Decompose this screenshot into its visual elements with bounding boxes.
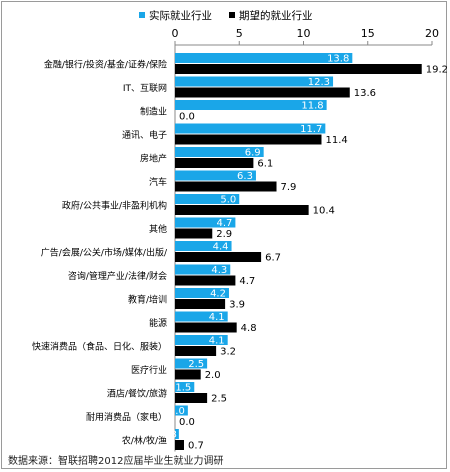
- bar-actual: [175, 382, 195, 392]
- bar-expected: [175, 158, 254, 168]
- bar-expected-value-label: 2.9: [216, 229, 232, 240]
- bar-expected: [175, 205, 309, 215]
- x-tick-label: 10: [297, 27, 311, 40]
- bar-expected-value-label: 10.4: [313, 206, 335, 217]
- legend-label-actual: 实际就业行业: [149, 9, 212, 22]
- bar-expected-value-label: 13.6: [354, 88, 376, 99]
- bar-actual-value-label: 4.1: [209, 336, 225, 347]
- bar-actual: [175, 311, 228, 322]
- bar-actual-value-label: 4.1: [209, 312, 225, 323]
- bar-expected: [175, 299, 226, 309]
- bar-actual-value-label: 11.7: [300, 124, 322, 135]
- bar-expected: [175, 181, 277, 192]
- bar-expected-value-label: 2.0: [205, 370, 221, 381]
- category-label: 金融/银行/投资/基金/证券/保险: [44, 58, 167, 70]
- x-tick-label: 20: [425, 27, 439, 40]
- category-label: 农/林/牧/渔: [122, 434, 167, 446]
- bar-expected: [175, 252, 262, 262]
- bar-actual: [175, 217, 236, 228]
- bar-actual-value-label: 4.3: [211, 265, 227, 276]
- bar-expected-value-label: 6.1: [257, 159, 273, 170]
- bar-expected-value-label: 6.7: [265, 253, 281, 264]
- bar-expected-value-label: 11.4: [325, 135, 347, 146]
- category-label: 房地产: [140, 152, 167, 164]
- x-tick-label: 0: [172, 27, 179, 40]
- category-label: 医疗行业: [131, 364, 167, 376]
- category-label: IT、互联网: [123, 83, 167, 94]
- bar-actual-value-label: 6.9: [245, 148, 261, 159]
- category-label: 汽车: [149, 176, 167, 188]
- bar-actual: [175, 358, 208, 369]
- bar-expected: [175, 275, 236, 286]
- bar-actual: [175, 241, 232, 251]
- bar-actual-value-label: 2.5: [188, 359, 204, 370]
- bar-expected: [175, 393, 208, 403]
- bar-expected-value-label: 0.7: [188, 441, 204, 452]
- bar-expected-value-label: 2.5: [211, 394, 227, 405]
- category-label: 耐用消费品（家电）: [86, 411, 167, 423]
- bar-actual-value-label: 0.3: [161, 430, 177, 441]
- category-label: 制造业: [140, 105, 167, 117]
- category-label: 通讯、电子: [122, 129, 167, 141]
- bar-actual: [175, 53, 353, 63]
- bar-expected-value-label: 0.0: [179, 417, 195, 428]
- bar-expected: [175, 228, 213, 239]
- bar-expected-value-label: 0.0: [179, 112, 195, 123]
- bar-actual: [175, 170, 256, 181]
- bar-actual-value-label: 5.0: [220, 195, 236, 206]
- bar-actual: [175, 429, 179, 439]
- category-label: 政府/公共事业/非盈利机构: [62, 199, 167, 211]
- bar-actual: [175, 147, 264, 157]
- bar-actual: [175, 288, 229, 298]
- bar-expected: [175, 346, 217, 356]
- category-label: 能源: [149, 317, 167, 329]
- bar-actual-value-label: 12.3: [308, 77, 330, 88]
- bar-actual-value-label: 11.8: [301, 101, 323, 112]
- data-source-note: 数据来源：智联招聘2012应届毕业生就业力调研: [8, 456, 224, 467]
- bar-actual: [175, 123, 326, 134]
- bar-actual-value-label: 6.3: [237, 171, 253, 182]
- category-label: 广告/会展/公关/市场/媒体/出版/: [41, 246, 168, 258]
- category-label: 快速消费品（食品、日化、服装）: [32, 340, 167, 352]
- category-label: 酒店/餐饮/旅游: [107, 387, 167, 399]
- bar-expected: [175, 440, 184, 450]
- bar-expected-value-label: 7.9: [281, 182, 297, 193]
- category-label: 咨询/管理产业/法律/财会: [68, 270, 167, 282]
- legend-label-expected: 期望的就业行业: [239, 9, 313, 22]
- bar-expected-value-label: 19.2: [426, 65, 448, 76]
- bar-expected: [175, 369, 201, 380]
- x-tick-label: 15: [361, 27, 375, 40]
- bar-actual: [175, 100, 327, 110]
- bar-expected-value-label: 4.8: [241, 323, 257, 334]
- bar-actual-value-label: 13.8: [327, 54, 349, 65]
- category-label: 其他: [149, 223, 167, 235]
- bar-actual-value-label: 4.7: [216, 218, 232, 229]
- bar-actual: [175, 194, 240, 204]
- bar-actual: [175, 264, 231, 275]
- legend-swatch-expected: [229, 12, 235, 18]
- bar-actual-value-label: 4.4: [213, 242, 229, 253]
- bar-expected: [175, 322, 237, 333]
- bar-expected: [175, 87, 350, 98]
- bar-actual-value-label: 4.2: [210, 289, 226, 300]
- bar-expected: [175, 64, 422, 74]
- bar-actual-value-label: 1.5: [175, 383, 191, 394]
- bar-actual: [175, 405, 188, 416]
- legend-swatch-actual: [139, 12, 145, 18]
- bar-actual-value-label: 1.0: [169, 406, 185, 417]
- bar-actual: [175, 76, 334, 87]
- x-tick-label: 5: [236, 27, 243, 40]
- bar-expected-value-label: 3.2: [220, 347, 236, 358]
- category-label: 教育/培训: [128, 293, 167, 305]
- bar-expected-value-label: 3.9: [229, 300, 245, 311]
- bar-actual: [175, 335, 228, 345]
- bar-expected-value-label: 4.7: [239, 276, 255, 287]
- bar-expected: [175, 134, 322, 145]
